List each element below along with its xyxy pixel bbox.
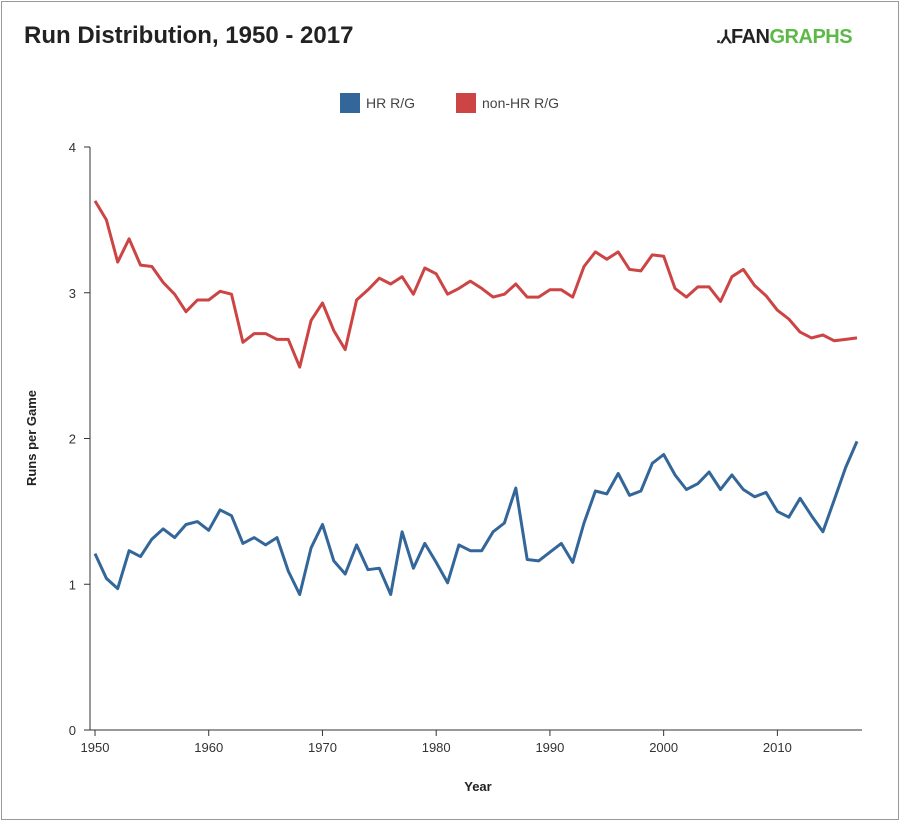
y-tick-label: 1 <box>69 577 76 592</box>
x-tick-label: 2010 <box>763 740 792 755</box>
legend-swatch <box>340 93 360 113</box>
y-tick-label: 2 <box>69 432 76 447</box>
x-tick-label: 1960 <box>194 740 223 755</box>
y-axis-label: Runs per Game <box>24 390 39 486</box>
series-line-non-hr <box>93 200 858 369</box>
legend-label: non-HR R/G <box>482 95 559 111</box>
x-tick-label: 1990 <box>535 740 564 755</box>
x-tick-label: 1980 <box>422 740 451 755</box>
x-axis-label: Year <box>464 779 491 794</box>
y-tick-label: 0 <box>69 723 76 738</box>
legend-label: HR R/G <box>366 95 415 111</box>
fangraphs-logo: .⅄FANGRAPHS <box>716 26 853 48</box>
chart-title: Run Distribution, 1950 - 2017 <box>24 22 354 49</box>
legend-swatch <box>456 93 476 113</box>
x-tick-label: 2000 <box>649 740 678 755</box>
y-tick-label: 3 <box>69 286 76 301</box>
x-tick-label: 1950 <box>81 740 110 755</box>
series-line-hr <box>93 440 859 596</box>
y-tick-label: 4 <box>69 140 76 155</box>
x-tick-label: 1970 <box>308 740 337 755</box>
